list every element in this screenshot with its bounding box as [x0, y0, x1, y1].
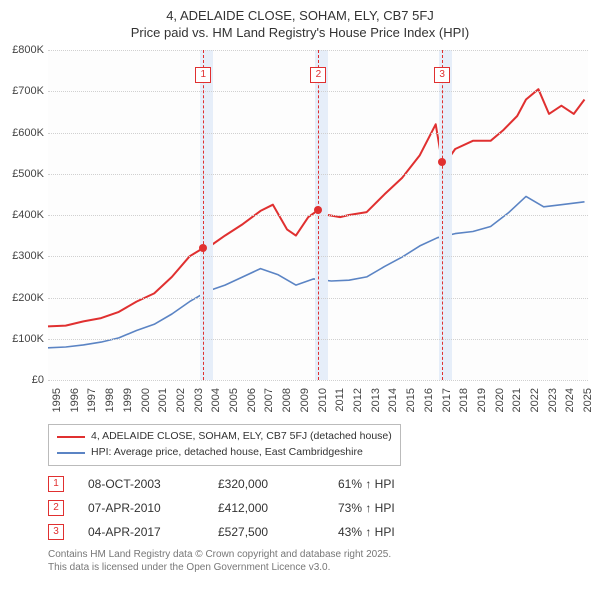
chart-title: 4, ADELAIDE CLOSE, SOHAM, ELY, CB7 5FJ P… — [0, 0, 600, 42]
x-axis-label: 2009 — [299, 388, 311, 412]
chart-plot-area: £0£100K£200K£300K£400K£500K£600K£700K£80… — [48, 50, 588, 380]
sale-point — [314, 206, 322, 214]
sale-row-marker: 3 — [48, 524, 64, 540]
y-axis-label: £300K — [12, 250, 44, 262]
sale-row-marker: 2 — [48, 500, 64, 516]
x-axis-label: 2016 — [423, 388, 435, 412]
x-axis-label: 2021 — [511, 388, 523, 412]
x-axis-label: 2013 — [370, 388, 382, 412]
x-axis-label: 2011 — [334, 388, 346, 412]
legend-label: 4, ADELAIDE CLOSE, SOHAM, ELY, CB7 5FJ (… — [91, 429, 392, 445]
x-axis-label: 2023 — [547, 388, 559, 412]
sale-delta: 73% ↑ HPI — [338, 501, 458, 515]
sale-marker-line — [442, 50, 443, 380]
sale-delta: 61% ↑ HPI — [338, 477, 458, 491]
sale-point — [438, 158, 446, 166]
y-axis-label: £500K — [12, 168, 44, 180]
legend-label: HPI: Average price, detached house, East… — [91, 445, 363, 461]
sale-row: 1 08-OCT-2003£320,00061% ↑ HPI — [48, 472, 458, 496]
y-axis-label: £100K — [12, 333, 44, 345]
x-axis-label: 2006 — [246, 388, 258, 412]
footer-line-1: Contains HM Land Registry data © Crown c… — [48, 548, 391, 561]
x-axis-label: 1995 — [51, 388, 63, 412]
x-axis-label: 2025 — [582, 388, 594, 412]
x-axis-label: 2020 — [494, 388, 506, 412]
legend: 4, ADELAIDE CLOSE, SOHAM, ELY, CB7 5FJ (… — [48, 424, 401, 466]
sale-date: 07-APR-2010 — [88, 501, 218, 515]
x-axis-label: 2005 — [228, 388, 240, 412]
sale-date: 08-OCT-2003 — [88, 477, 218, 491]
sale-marker-box: 3 — [434, 67, 450, 83]
x-axis-label: 1996 — [69, 388, 81, 412]
y-axis-label: £800K — [12, 44, 44, 56]
y-axis-label: £0 — [32, 374, 44, 386]
title-line-2: Price paid vs. HM Land Registry's House … — [0, 25, 600, 42]
x-axis-label: 2010 — [317, 388, 329, 412]
chart-container: 4, ADELAIDE CLOSE, SOHAM, ELY, CB7 5FJ P… — [0, 0, 600, 590]
sale-row: 2 07-APR-2010£412,00073% ↑ HPI — [48, 496, 458, 520]
legend-item: 4, ADELAIDE CLOSE, SOHAM, ELY, CB7 5FJ (… — [57, 429, 392, 445]
legend-item: HPI: Average price, detached house, East… — [57, 445, 392, 461]
sale-marker-box: 1 — [195, 67, 211, 83]
y-axis-label: £600K — [12, 127, 44, 139]
sale-delta: 43% ↑ HPI — [338, 525, 458, 539]
sale-price: £320,000 — [218, 477, 338, 491]
x-axis-label: 2000 — [140, 388, 152, 412]
sale-point — [199, 244, 207, 252]
x-axis-label: 2001 — [157, 388, 169, 412]
x-axis-label: 2024 — [564, 388, 576, 412]
y-axis-label: £700K — [12, 85, 44, 97]
x-axis-label: 1999 — [122, 388, 134, 412]
x-axis-label: 2007 — [263, 388, 275, 412]
sale-row-marker: 1 — [48, 476, 64, 492]
y-gridline — [48, 380, 588, 381]
x-axis-label: 2014 — [387, 388, 399, 412]
x-axis-label: 2017 — [441, 388, 453, 412]
sale-date: 04-APR-2017 — [88, 525, 218, 539]
sale-row: 3 04-APR-2017£527,50043% ↑ HPI — [48, 520, 458, 544]
sale-marker-line — [318, 50, 319, 380]
y-axis-label: £200K — [12, 292, 44, 304]
footer-attribution: Contains HM Land Registry data © Crown c… — [48, 548, 391, 574]
x-axis-label: 2003 — [193, 388, 205, 412]
sale-price: £412,000 — [218, 501, 338, 515]
x-axis-label: 2022 — [529, 388, 541, 412]
sale-marker-line — [203, 50, 204, 380]
x-axis-label: 2012 — [352, 388, 364, 412]
x-axis-label: 2018 — [458, 388, 470, 412]
footer-line-2: This data is licensed under the Open Gov… — [48, 561, 391, 574]
legend-swatch — [57, 436, 85, 438]
x-axis-label: 1997 — [86, 388, 98, 412]
x-axis-label: 2002 — [175, 388, 187, 412]
legend-swatch — [57, 452, 85, 454]
title-line-1: 4, ADELAIDE CLOSE, SOHAM, ELY, CB7 5FJ — [0, 8, 600, 25]
x-axis-label: 2019 — [476, 388, 488, 412]
sale-marker-box: 2 — [310, 67, 326, 83]
sales-table: 1 08-OCT-2003£320,00061% ↑ HPI 2 07-APR-201… — [48, 472, 458, 544]
x-axis-label: 2008 — [281, 388, 293, 412]
x-axis-label: 1998 — [104, 388, 116, 412]
sale-price: £527,500 — [218, 525, 338, 539]
x-axis-label: 2004 — [210, 388, 222, 412]
x-axis-label: 2015 — [405, 388, 417, 412]
y-axis-label: £400K — [12, 209, 44, 221]
